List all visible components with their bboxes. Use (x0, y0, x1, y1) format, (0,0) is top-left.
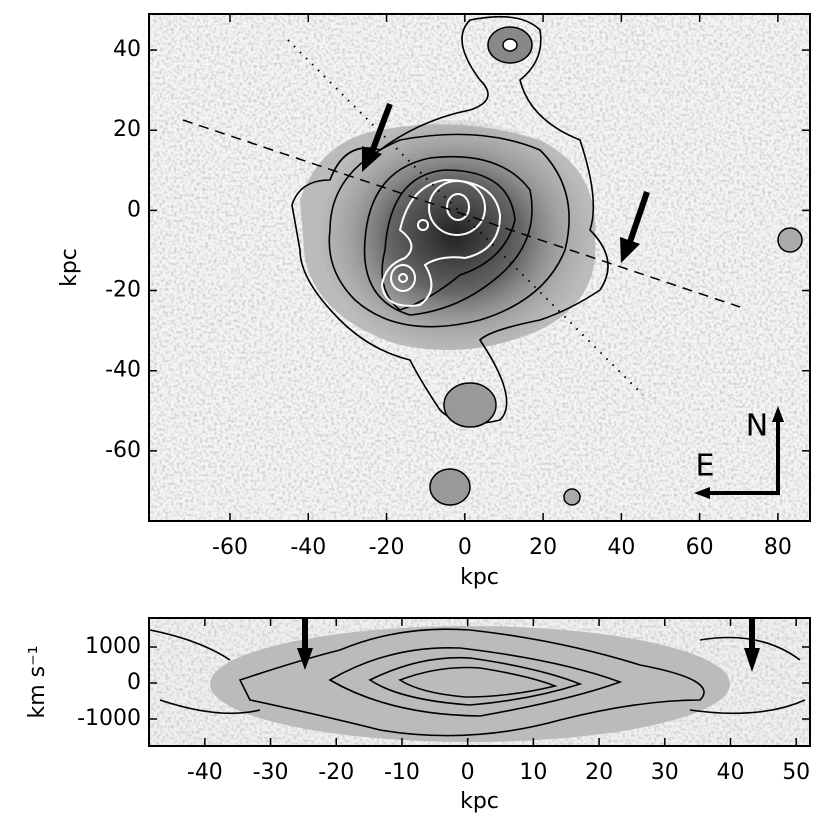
east-label: E (696, 449, 715, 484)
y-tick-label: -60 (105, 438, 141, 463)
image-panel-bottom (149, 618, 810, 746)
y-axis-label: km s⁻¹ (25, 645, 50, 718)
x-tick-label: 80 (764, 535, 792, 560)
y-tick-label: -1000 (77, 706, 141, 731)
compass-arrowhead (694, 487, 710, 499)
arrow (620, 191, 650, 263)
x-tick-label: -30 (253, 760, 289, 785)
contour-white (417, 219, 429, 231)
x-tick-label: -20 (318, 760, 354, 785)
x-axis-label: kpc (460, 565, 499, 590)
source (443, 382, 497, 428)
x-tick-label: 40 (607, 535, 635, 560)
x-tick-label: -10 (384, 760, 420, 785)
contour-white (446, 193, 470, 221)
contour (328, 646, 623, 717)
source (777, 227, 803, 253)
contour (398, 666, 558, 698)
x-tick-label: 0 (461, 760, 475, 785)
halo (210, 626, 730, 742)
north-label: N (746, 409, 768, 444)
x-tick-label: 30 (651, 760, 679, 785)
x-tick-label: 20 (585, 760, 613, 785)
axes-frame (148, 617, 811, 747)
dashed-axis (182, 119, 741, 308)
contour (328, 133, 570, 328)
x-tick-label: 10 (519, 760, 547, 785)
contour-white (390, 264, 416, 292)
arrow (297, 618, 313, 670)
y-tick-label: 0 (127, 670, 141, 695)
contour (238, 628, 705, 737)
arrow (744, 618, 760, 672)
y-tick-label: -20 (105, 278, 141, 303)
y-tick-label: 0 (127, 197, 141, 222)
x-tick-label: -40 (187, 760, 223, 785)
x-tick-label: 60 (686, 535, 714, 560)
y-tick-label: 40 (113, 37, 141, 62)
x-tick-label: 20 (529, 535, 557, 560)
source (563, 488, 581, 506)
x-tick-label: -60 (212, 535, 248, 560)
axes-frame (148, 13, 811, 522)
x-tick-label: -40 (290, 535, 326, 560)
y-tick-label: -40 (105, 358, 141, 383)
x-tick-label: 50 (782, 760, 810, 785)
contour (368, 656, 583, 706)
x-axis-label: kpc (460, 789, 499, 814)
contour (381, 169, 516, 311)
contour-white (428, 180, 486, 236)
x-tick-label: 40 (716, 760, 744, 785)
arrow (362, 102, 393, 172)
contour (363, 155, 533, 316)
y-axis-label: kpc (57, 248, 82, 287)
image-panel-top (149, 14, 810, 521)
source (502, 38, 518, 52)
x-tick-label: -20 (369, 535, 405, 560)
compass-arrowhead (772, 406, 784, 422)
contour (291, 15, 609, 425)
y-tick-label: 20 (113, 117, 141, 142)
contour-white (398, 273, 408, 283)
x-tick-label: 0 (458, 535, 472, 560)
source (429, 468, 471, 506)
y-tick-label: 1000 (85, 634, 141, 659)
